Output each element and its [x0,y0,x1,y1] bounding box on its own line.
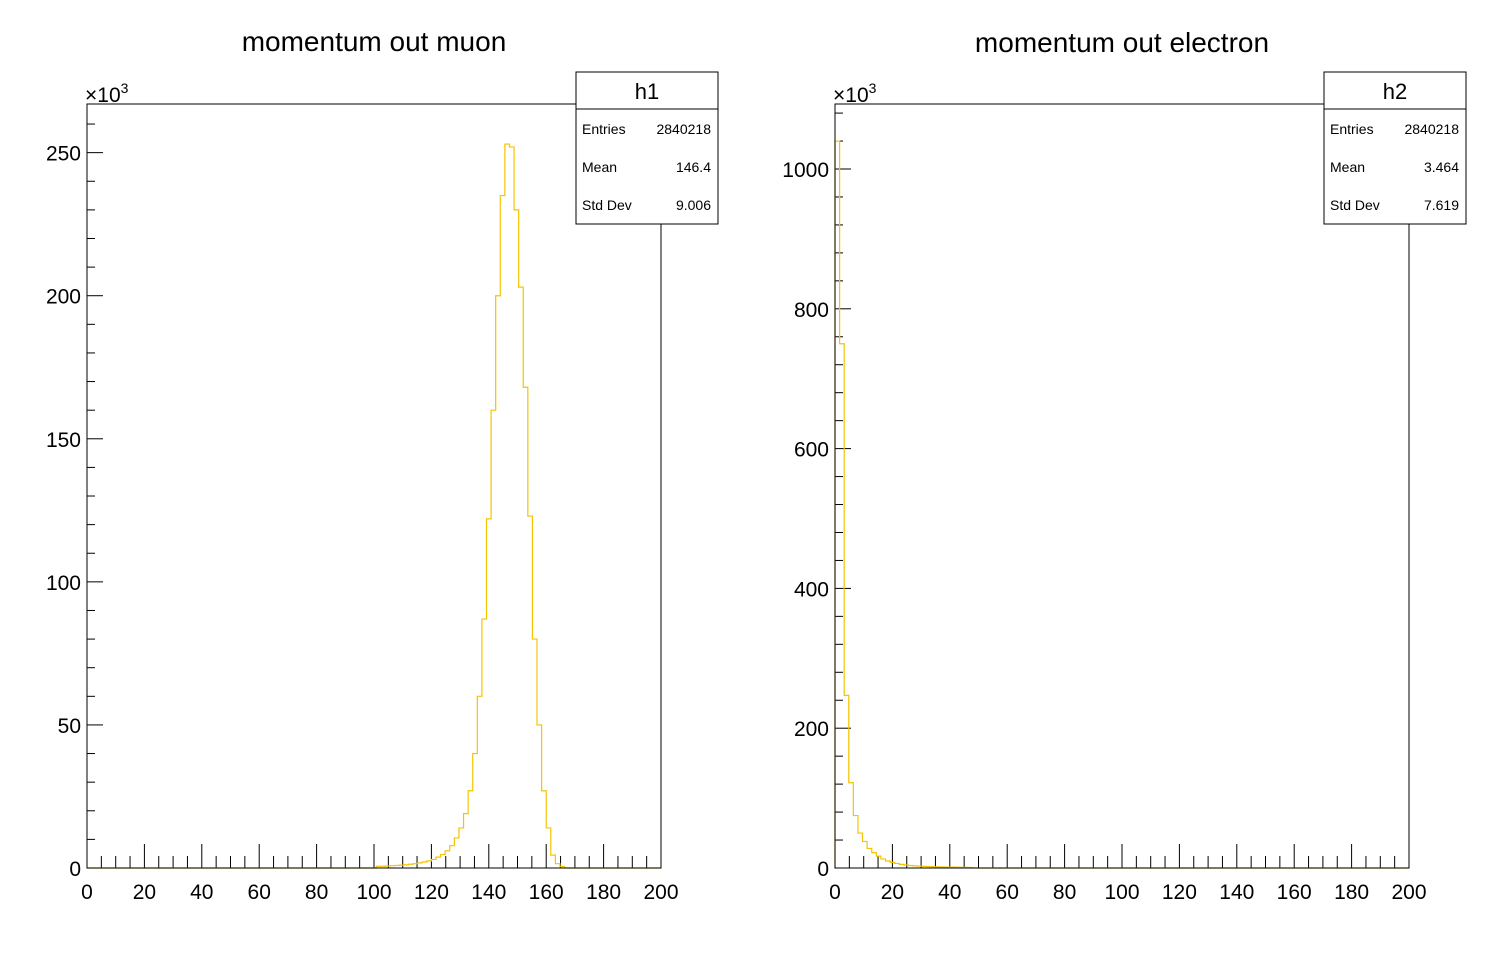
y-tick-label: 0 [69,858,81,881]
y-tick-label: 250 [46,143,81,166]
panel-muon: momentum out muon ×103 0 20 40 60 80 100 120 14… [46,26,719,904]
panel-electron: momentum out electron ×103 0 20 40 60 80 100 1… [782,27,1467,904]
stats-label-entries: Entries [582,121,626,137]
stats-label-mean: Mean [1330,159,1365,175]
y-tick-label: 200 [46,286,81,309]
y-tick-label: 100 [46,572,81,595]
stats-box: h2 Entries 2840218 Mean 3.464 Std Dev 7.… [1323,71,1467,225]
x-tick-label: 120 [1162,881,1197,904]
chart-title: momentum out electron [975,27,1269,58]
stats-name: h2 [1383,79,1407,104]
tick-labels: 0 20 40 60 80 100 120 140 160 180 200 0 200 400 600 800… [782,159,1426,904]
tick-labels: 0 20 40 60 80 100 120 140 160 180 200 0 50 100 150 200 2… [46,143,679,904]
y-multiplier: ×103 [833,80,877,107]
stats-value-stddev: 9.006 [676,197,711,213]
histogram-line [87,143,661,869]
y-tick-label: 1000 [782,159,829,182]
stats-label-mean: Mean [582,159,617,175]
x-tick-label: 180 [1334,881,1369,904]
stats-label-entries: Entries [1330,121,1374,137]
stats-value-entries: 2840218 [656,121,711,137]
y-tick-label: 800 [794,299,829,322]
y-tick-label: 0 [817,858,829,881]
x-tick-label: 80 [305,881,328,904]
x-tick-label: 20 [133,881,156,904]
x-tick-label: 80 [1053,881,1076,904]
x-tick-label: 140 [1219,881,1254,904]
x-tick-label: 0 [829,881,841,904]
y-multiplier: ×103 [85,80,129,107]
y-tick-label: 400 [794,578,829,601]
stats-value-mean: 3.464 [1424,159,1459,175]
stats-label-stddev: Std Dev [1330,197,1380,213]
x-tick-label: 100 [1104,881,1139,904]
x-tick-label: 140 [471,881,506,904]
x-tick-label: 120 [414,881,449,904]
stats-value-stddev: 7.619 [1424,197,1459,213]
x-tick-label: 0 [81,881,93,904]
x-tick-label: 160 [529,881,564,904]
plot-frame [86,103,662,869]
x-tick-label: 180 [586,881,621,904]
x-tick-label: 100 [356,881,391,904]
plot-frame [834,103,1410,869]
x-tick-label: 200 [643,881,678,904]
chart-title: momentum out muon [242,26,507,57]
x-tick-label: 40 [190,881,213,904]
stats-box-frame [1323,71,1467,225]
x-tick-label: 40 [938,881,961,904]
stats-value-entries: 2840218 [1404,121,1459,137]
y-tick-label: 150 [46,429,81,452]
axis-ticks [86,123,662,869]
stats-name: h1 [635,79,659,104]
x-tick-label: 60 [248,881,271,904]
y-tick-label: 200 [794,718,829,741]
stats-box-frame [575,71,719,225]
x-tick-label: 60 [996,881,1019,904]
y-tick-label: 50 [58,715,81,738]
x-tick-label: 200 [1391,881,1426,904]
axis-ticks [834,112,1410,869]
histogram-line [834,140,1409,869]
x-tick-label: 160 [1277,881,1312,904]
y-tick-label: 600 [794,439,829,462]
stats-box: h1 Entries 2840218 Mean 146.4 Std Dev 9.… [575,71,719,225]
x-tick-label: 20 [881,881,904,904]
stats-label-stddev: Std Dev [582,197,632,213]
stats-value-mean: 146.4 [676,159,711,175]
